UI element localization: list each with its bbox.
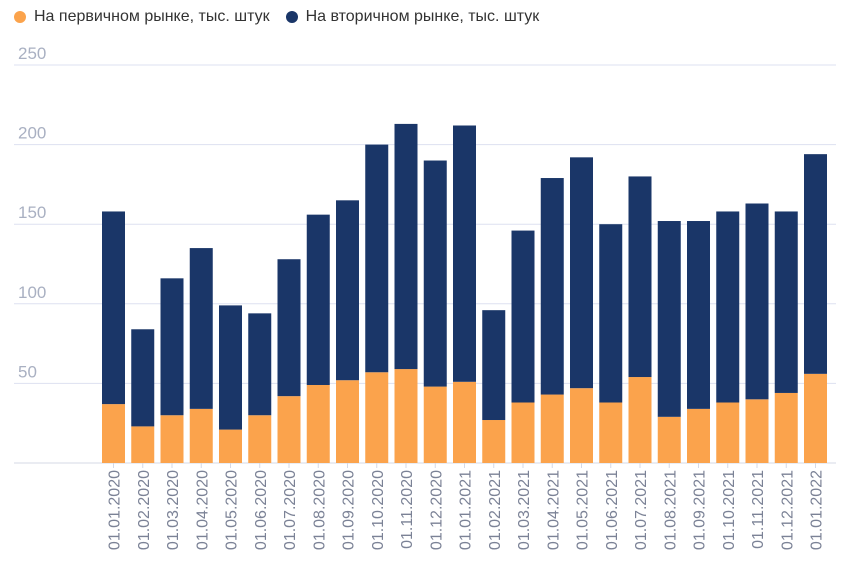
bar-secondary-01.03.2021 xyxy=(511,230,535,403)
x-tick-label-01.02.2020: 01.02.2020 xyxy=(136,470,153,550)
bar-secondary-01.01.2020 xyxy=(102,211,125,405)
legend-label-secondary: На вторичном рынке, тыс. штук xyxy=(305,8,540,25)
bar-primary-01.05.2021 xyxy=(570,388,593,463)
bar-primary-01.11.2020 xyxy=(394,369,418,463)
x-tick-label-01.01.2020: 01.01.2020 xyxy=(107,470,124,550)
bar-secondary-01.09.2020 xyxy=(336,200,359,381)
x-tick-label-01.10.2020: 01.10.2020 xyxy=(370,470,387,550)
chart-legend: На первичном рынке, тыс. штук На вторичн… xyxy=(14,8,555,26)
x-tick-label-01.09.2020: 01.09.2020 xyxy=(341,470,358,550)
bar-primary-01.07.2021 xyxy=(628,377,652,463)
x-tick-label-01.02.2021: 01.02.2021 xyxy=(487,470,504,550)
x-tick-label-01.01.2021: 01.01.2021 xyxy=(458,470,475,550)
x-tick-label-01.08.2020: 01.08.2020 xyxy=(311,470,328,550)
legend-item-primary[interactable]: На первичном рынке, тыс. штук xyxy=(14,8,270,26)
bar-primary-01.01.2021 xyxy=(453,381,476,463)
bar-primary-01.12.2021 xyxy=(774,392,798,463)
bar-secondary-01.10.2020 xyxy=(365,144,389,373)
legend-item-secondary[interactable]: На вторичном рынке, тыс. штук xyxy=(285,8,540,26)
bar-secondary-01.03.2020 xyxy=(160,278,184,416)
bar-primary-01.08.2021 xyxy=(657,416,681,463)
bar-primary-01.06.2020 xyxy=(248,415,272,463)
bar-primary-01.10.2021 xyxy=(716,402,740,463)
bar-primary-01.04.2021 xyxy=(540,394,564,463)
bar-secondary-01.04.2021 xyxy=(540,178,564,395)
bar-primary-01.04.2020 xyxy=(189,408,213,463)
bar-primary-01.03.2021 xyxy=(511,402,535,463)
bar-primary-01.01.2022 xyxy=(804,373,827,463)
x-tick-label-01.04.2021: 01.04.2021 xyxy=(545,470,562,550)
legend-label-primary: На первичном рынке, тыс. штук xyxy=(34,8,270,25)
bar-secondary-01.09.2021 xyxy=(687,221,710,409)
x-tick-label-01.04.2020: 01.04.2020 xyxy=(194,470,211,550)
bar-primary-01.01.2020 xyxy=(102,404,125,463)
bar-primary-01.12.2020 xyxy=(423,386,447,463)
bar-secondary-01.12.2020 xyxy=(423,160,447,387)
bar-secondary-01.08.2020 xyxy=(306,214,330,385)
bar-primary-01.05.2020 xyxy=(219,429,242,463)
y-tick-label-250: 250 xyxy=(18,44,46,63)
x-tick-label-01.12.2020: 01.12.2020 xyxy=(428,470,445,550)
x-tick-label-01.03.2021: 01.03.2021 xyxy=(516,470,533,550)
x-tick-label-01.05.2020: 01.05.2020 xyxy=(224,470,241,550)
bar-primary-01.09.2020 xyxy=(336,380,359,463)
bar-secondary-01.02.2021 xyxy=(482,310,506,421)
x-tick-label-01.06.2020: 01.06.2020 xyxy=(253,470,270,550)
x-tick-label-01.03.2020: 01.03.2020 xyxy=(165,470,182,550)
y-tick-label-150: 150 xyxy=(18,203,46,222)
y-tick-label-50: 50 xyxy=(18,362,37,381)
x-tick-label-01.10.2021: 01.10.2021 xyxy=(721,470,738,550)
x-tick-label-01.05.2021: 01.05.2021 xyxy=(575,470,592,550)
bar-primary-01.02.2021 xyxy=(482,420,506,463)
bar-primary-01.02.2020 xyxy=(131,426,155,463)
x-tick-label-01.07.2021: 01.07.2021 xyxy=(633,470,650,550)
x-tick-label-01.07.2020: 01.07.2020 xyxy=(282,470,299,550)
bar-primary-01.11.2021 xyxy=(745,399,769,463)
x-tick-label-01.09.2021: 01.09.2021 xyxy=(692,470,709,550)
bar-secondary-01.08.2021 xyxy=(657,221,681,417)
bar-secondary-01.07.2020 xyxy=(277,259,301,397)
bar-secondary-01.04.2020 xyxy=(189,248,213,409)
legend-dot-primary xyxy=(14,11,26,23)
bar-secondary-01.01.2021 xyxy=(453,125,476,382)
bar-secondary-01.05.2021 xyxy=(570,157,593,389)
y-tick-label-200: 200 xyxy=(18,124,46,143)
bar-secondary-01.06.2021 xyxy=(599,224,623,403)
bar-primary-01.07.2020 xyxy=(277,396,301,463)
x-tick-label-01.01.2022: 01.01.2022 xyxy=(809,470,826,550)
bar-primary-01.08.2020 xyxy=(306,384,330,463)
bar-secondary-01.11.2020 xyxy=(394,123,418,370)
bar-secondary-01.11.2021 xyxy=(745,203,769,400)
bar-primary-01.09.2021 xyxy=(687,408,710,463)
bar-secondary-01.10.2021 xyxy=(716,211,740,403)
bar-secondary-01.02.2020 xyxy=(131,329,155,427)
x-tick-label-01.08.2021: 01.08.2021 xyxy=(662,470,679,550)
legend-dot-secondary xyxy=(285,11,298,23)
x-tick-label-01.12.2021: 01.12.2021 xyxy=(779,470,796,550)
bar-secondary-01.06.2020 xyxy=(248,313,272,416)
x-tick-label-01.11.2021: 01.11.2021 xyxy=(750,470,767,549)
bar-primary-01.03.2020 xyxy=(160,415,184,463)
x-tick-label-01.06.2021: 01.06.2021 xyxy=(604,470,621,550)
bar-secondary-01.05.2020 xyxy=(219,305,242,430)
bar-primary-01.06.2021 xyxy=(599,402,623,463)
x-tick-label-01.11.2020: 01.11.2020 xyxy=(399,470,416,549)
y-tick-label-100: 100 xyxy=(18,283,46,302)
bar-primary-01.10.2020 xyxy=(365,372,389,463)
bar-secondary-01.12.2021 xyxy=(774,211,798,393)
bar-secondary-01.07.2021 xyxy=(628,176,652,378)
bar-secondary-01.01.2022 xyxy=(804,154,827,374)
